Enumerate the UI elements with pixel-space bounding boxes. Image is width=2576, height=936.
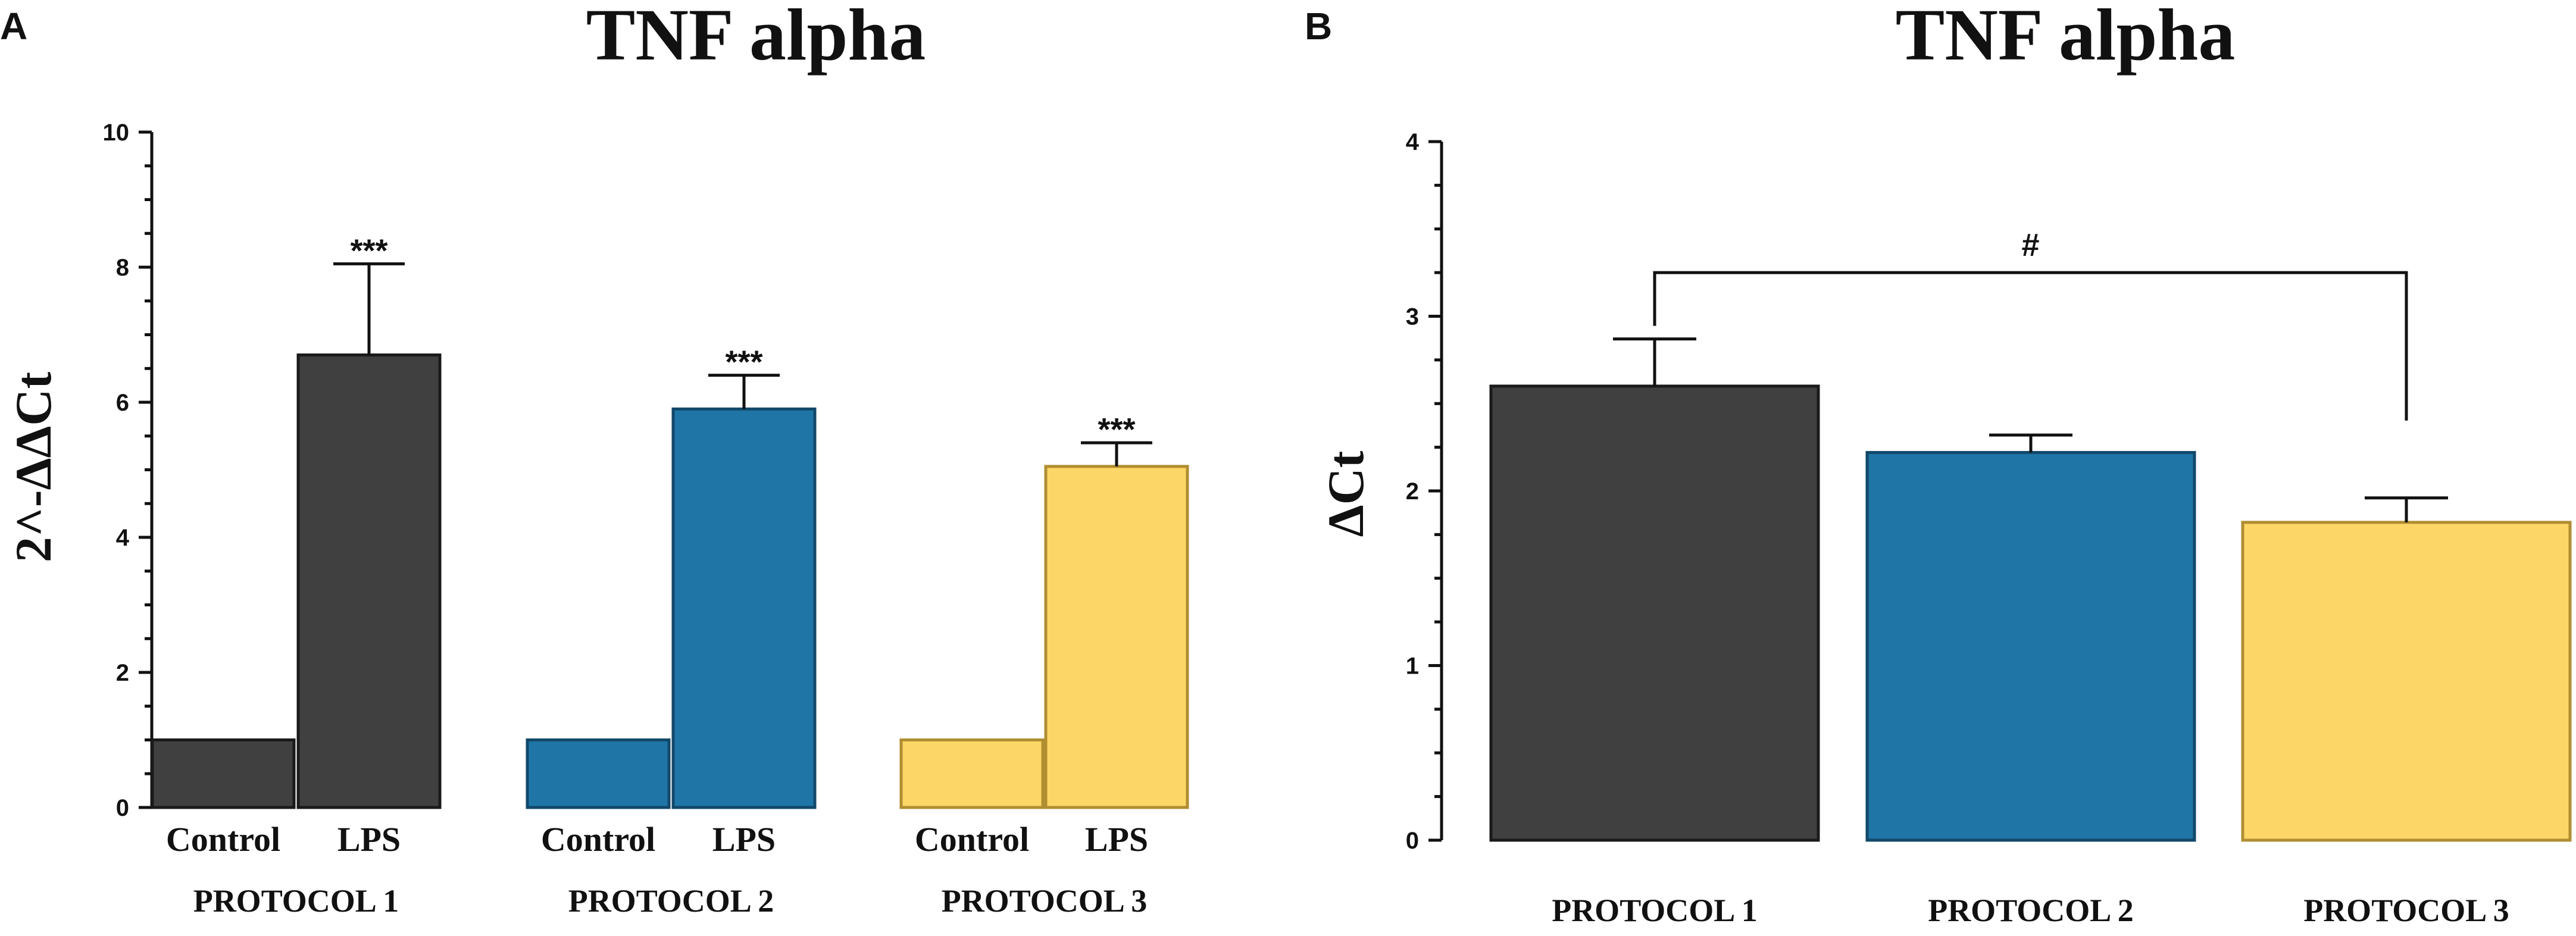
panel-a-category-label: Control [915, 820, 1029, 859]
panel-a-letter: A [0, 5, 27, 48]
panel-a-bar [1044, 465, 1189, 809]
panel-a-y-tick-label: 2 [116, 660, 129, 686]
panel-a-significance-marker: *** [1098, 412, 1135, 447]
panel-a-y-tick-label: 4 [116, 525, 130, 551]
panel-a-bar [899, 738, 1045, 809]
panel-a-category-label: LPS [337, 820, 401, 859]
panel-a-title: TNF alpha [586, 0, 926, 76]
panel-a-category-label: LPS [712, 820, 776, 859]
panel-a-plot: 0 2 4 6 8 10 Control *** LPS Control *** LPS Control… [103, 120, 1189, 919]
panel-b-y-tick-label: 1 [1406, 653, 1419, 680]
panel-b-comparison-marker: # [2021, 227, 2039, 263]
panel-b-bar [1489, 384, 1820, 842]
panel-b-letter: B [1305, 5, 1332, 48]
panel-a-category-label: Control [166, 820, 280, 859]
panel-a-y-tick-label: 10 [103, 120, 130, 146]
panel-a-group-label: PROTOCOL 1 [193, 883, 399, 919]
panel-a-y-axis-label: 2^-ΔΔCt [5, 372, 62, 563]
panel-b-plot: 0 1 2 3 4 PROTOCOL 1 PROTOCOL 2 PROTOCOL 3 # [1406, 129, 2572, 928]
panel-b-category-label: PROTOCOL 1 [1552, 893, 1758, 928]
panel-a-category-label: LPS [1085, 820, 1148, 859]
panel-a-bar [296, 353, 442, 809]
panel-a-y-tick-label: 6 [116, 390, 129, 416]
panel-a-group-label: PROTOCOL 2 [568, 883, 774, 919]
panel-b-y-tick-label: 0 [1406, 828, 1419, 854]
panel-b-y-tick-label: 3 [1406, 304, 1419, 330]
panel-a-category-label: Control [541, 820, 655, 859]
panel-b-y-axis-label: ΔCt [1317, 450, 1374, 537]
panel-a-bar [671, 407, 817, 809]
panel-b-y-tick-label: 4 [1406, 129, 1420, 155]
panel-b-category-label: PROTOCOL 3 [2303, 893, 2509, 928]
panel-a-group-label: PROTOCOL 3 [942, 883, 1148, 919]
panel-b-title: TNF alpha [1896, 0, 2236, 76]
panel-b-bar [2241, 521, 2572, 842]
panel-b-category-label: PROTOCOL 2 [1928, 893, 2134, 928]
panel-a-y-tick-label: 0 [116, 795, 129, 821]
panel-a-bar [526, 738, 671, 809]
panel-b-y-tick-label: 2 [1406, 478, 1419, 505]
panel-a-significance-marker: *** [725, 345, 762, 380]
panel-b-comparison-bracket [1653, 271, 2408, 421]
panel-a-significance-marker: *** [350, 233, 387, 268]
panel-a-bar [151, 738, 296, 809]
panel-a-y-tick-label: 8 [116, 255, 129, 281]
panel-b-bar [1865, 450, 2196, 842]
